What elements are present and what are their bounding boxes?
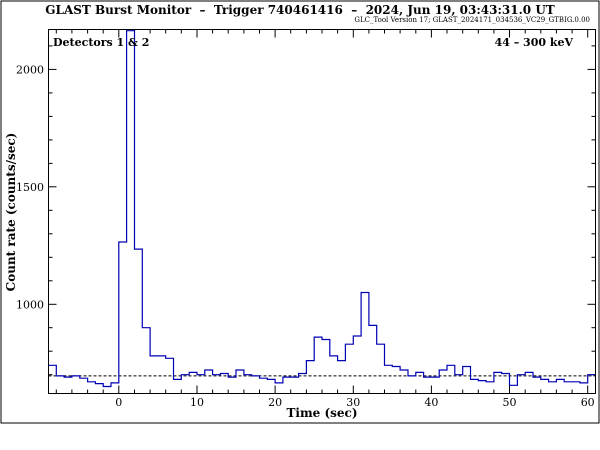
energy-range-label: 44 – 300 keV	[495, 36, 574, 49]
x-tick-label: 10	[190, 396, 204, 409]
plot-frame	[48, 29, 596, 394]
outer-frame	[0, 0, 600, 424]
y-axis-label: Count rate (counts/sec)	[4, 133, 18, 292]
x-tick-label: 0	[115, 396, 122, 409]
version-label: GLC_Tool Version 17; GLAST_2024171_03453…	[354, 16, 590, 24]
tick-marks	[48, 29, 596, 394]
y-tick-label: 1000	[16, 298, 44, 311]
y-tick-label: 2000	[16, 63, 44, 76]
detectors-label: Detectors 1 & 2	[53, 36, 149, 49]
x-tick-label: 30	[346, 396, 360, 409]
x-tick-label: 20	[268, 396, 282, 409]
count-rate-series	[48, 30, 596, 388]
x-tick-label: 60	[581, 396, 595, 409]
x-axis-label: Time (sec)	[286, 406, 357, 420]
x-tick-label: 40	[424, 396, 438, 409]
x-tick-labels: 0 10 20 30 40 50 60	[115, 396, 594, 409]
x-tick-label: 50	[503, 396, 517, 409]
y-tick-labels: 1000 1500 2000	[16, 63, 44, 311]
y-tick-label: 1500	[16, 181, 44, 194]
chart-title: GLAST Burst Monitor – Trigger 740461416 …	[45, 3, 555, 17]
